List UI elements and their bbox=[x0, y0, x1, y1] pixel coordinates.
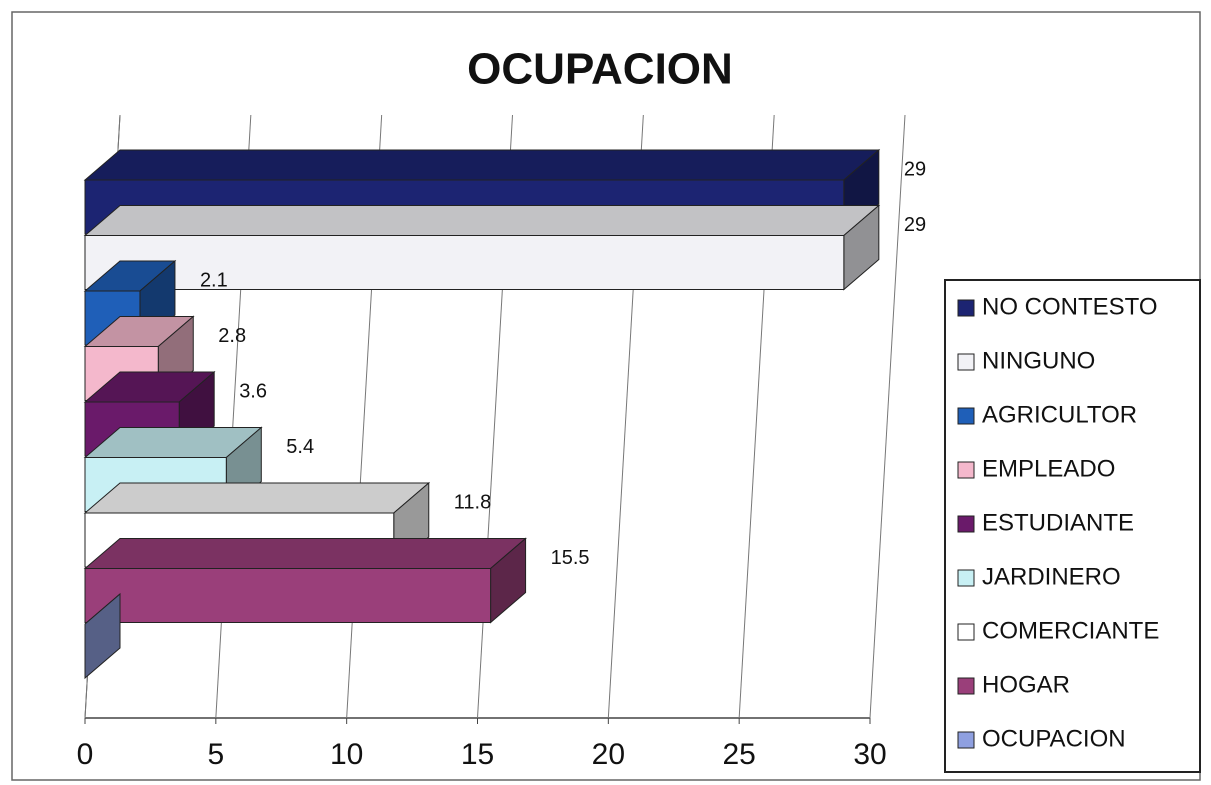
x-tick-label: 25 bbox=[722, 738, 755, 771]
legend-box bbox=[944, 279, 1201, 773]
legend-label: NO CONTESTO bbox=[982, 293, 1158, 320]
data-label: 3.6 bbox=[239, 380, 267, 402]
grid-line bbox=[869, 114, 906, 719]
legend-swatch bbox=[957, 731, 975, 749]
legend-swatch bbox=[957, 623, 975, 641]
bar-top bbox=[83, 205, 881, 236]
legend-swatch bbox=[957, 353, 975, 371]
data-label: 29 bbox=[904, 214, 926, 236]
x-tick-label: 0 bbox=[77, 738, 94, 771]
legend-swatch bbox=[957, 677, 975, 695]
bar bbox=[83, 204, 881, 291]
bar-top bbox=[83, 538, 527, 569]
bar-top bbox=[83, 482, 431, 514]
bar-side bbox=[84, 592, 121, 680]
data-label: 5.4 bbox=[286, 436, 314, 458]
x-tick-label: 30 bbox=[853, 738, 886, 771]
legend-swatch bbox=[957, 569, 975, 587]
bar bbox=[84, 592, 121, 680]
data-label: 29 bbox=[904, 158, 926, 180]
legend-label: EMPLEADO bbox=[982, 455, 1115, 482]
data-label: 2.1 bbox=[200, 269, 228, 291]
x-tick-label: 5 bbox=[207, 738, 224, 771]
legend-swatch bbox=[957, 515, 975, 533]
bar bbox=[83, 537, 527, 624]
chart-title: OCUPACION bbox=[467, 45, 733, 94]
data-label: 11.8 bbox=[454, 491, 491, 513]
legend-label: HOGAR bbox=[982, 671, 1070, 698]
legend-label: AGRICULTOR bbox=[982, 401, 1137, 428]
bar-top bbox=[83, 149, 881, 181]
legend-label: JARDINERO bbox=[982, 563, 1121, 590]
bar-front bbox=[84, 568, 492, 623]
legend-swatch bbox=[957, 461, 975, 479]
data-label: 15.5 bbox=[551, 547, 590, 569]
legend-label: NINGUNO bbox=[982, 347, 1095, 374]
legend-label: COMERCIANTE bbox=[982, 617, 1159, 644]
x-tick-label: 20 bbox=[592, 738, 625, 771]
x-tick-label: 15 bbox=[461, 738, 494, 771]
legend-swatch bbox=[957, 407, 975, 425]
legend-swatch bbox=[957, 299, 975, 317]
legend-label: OCUPACION bbox=[982, 725, 1126, 752]
bar-front bbox=[84, 235, 845, 290]
x-tick-label: 10 bbox=[330, 738, 363, 771]
legend-label: ESTUDIANTE bbox=[982, 509, 1134, 536]
data-label: 2.8 bbox=[218, 325, 246, 347]
